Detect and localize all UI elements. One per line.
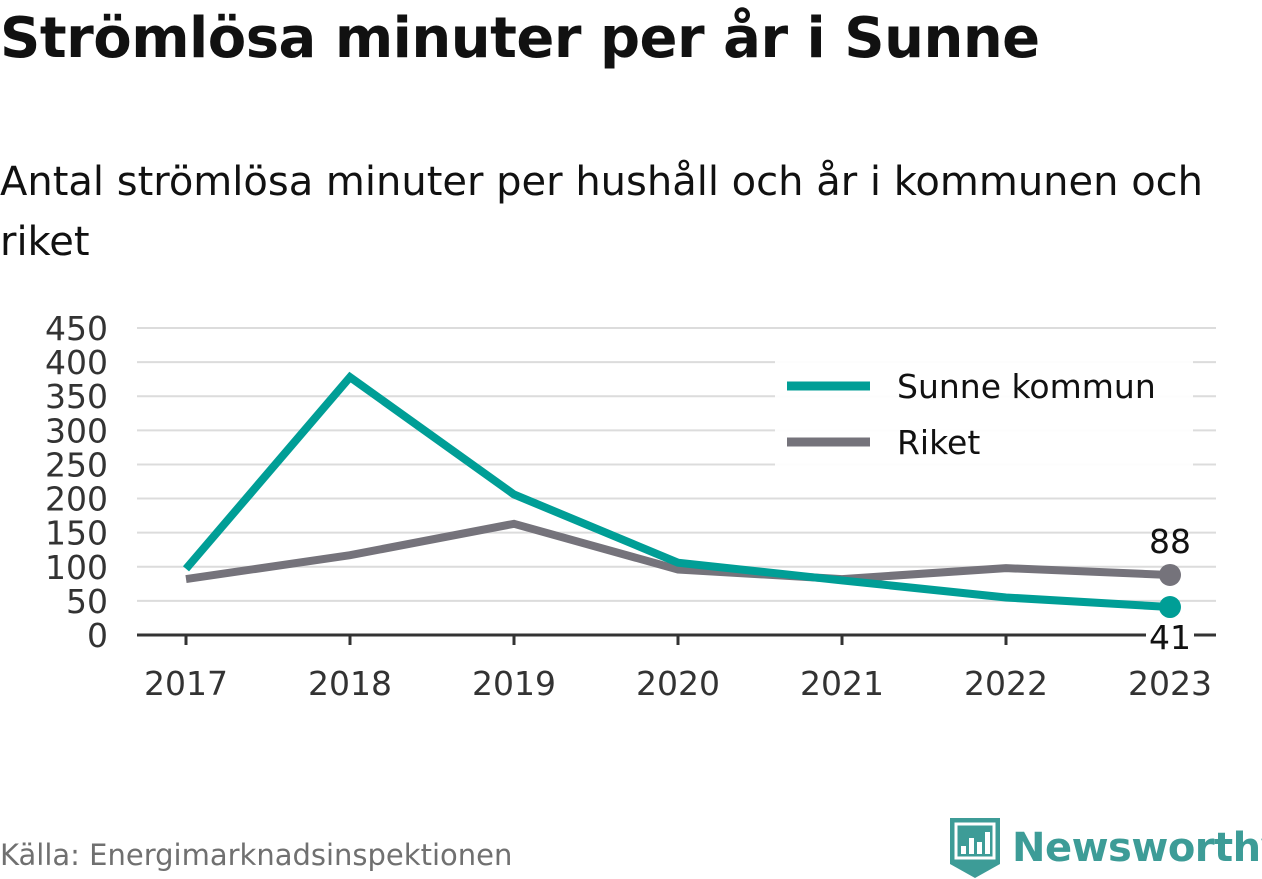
y-tick-label: 0 — [87, 616, 108, 655]
y-tick-label: 200 — [45, 480, 108, 519]
x-tick-label: 2023 — [1128, 664, 1212, 703]
y-tick-label: 400 — [45, 343, 108, 382]
newsworthy-logo: Newsworthy — [950, 818, 1262, 878]
source-note: Källa: Energimarknadsinspektionen — [0, 838, 513, 872]
series-lines — [182, 371, 1181, 619]
x-tick-label: 2017 — [144, 664, 228, 703]
end-label-halo — [1146, 619, 1194, 656]
chart-title: Strömlösa minuter per år i Sunne — [0, 6, 1040, 71]
brand-name: Newsworthy — [1012, 825, 1262, 871]
end-value-label: 41 — [1149, 618, 1191, 657]
legend-label: Riket — [897, 423, 980, 462]
x-tick-label: 2022 — [964, 664, 1048, 703]
series-line-2 — [185, 519, 1171, 584]
y-tick-label: 100 — [45, 548, 108, 587]
x-tick-label: 2020 — [636, 664, 720, 703]
y-tick-label: 450 — [45, 309, 108, 348]
x-tick-label: 2021 — [800, 664, 884, 703]
legend-label: Sunne kommun — [897, 367, 1156, 406]
y-tick-label: 150 — [45, 514, 108, 553]
series-end-point-1 — [1159, 596, 1181, 619]
end-value-label: 88 — [1149, 522, 1191, 561]
y-tick-label: 50 — [66, 582, 108, 621]
chart-subtitle: Antal strömlösa minuter per hushåll och … — [0, 159, 1204, 265]
x-tick-label: 2018 — [308, 664, 392, 703]
end-labels: 41 88 — [1146, 522, 1194, 657]
series-line-1 — [182, 371, 1171, 612]
legend-background — [775, 355, 1193, 467]
grid-lines — [137, 327, 1216, 602]
x-axis: 2017 2018 2019 2020 2021 2022 2023 — [137, 633, 1216, 703]
series-end-point-2 — [1159, 563, 1181, 586]
newsworthy-logo-icon — [950, 818, 1000, 878]
x-tick-label: 2019 — [472, 664, 556, 703]
legend: Sunne kommun Riket — [775, 355, 1193, 467]
y-tick-label: 350 — [45, 377, 108, 416]
y-tick-label: 300 — [45, 411, 108, 450]
y-tick-label: 250 — [45, 445, 108, 484]
